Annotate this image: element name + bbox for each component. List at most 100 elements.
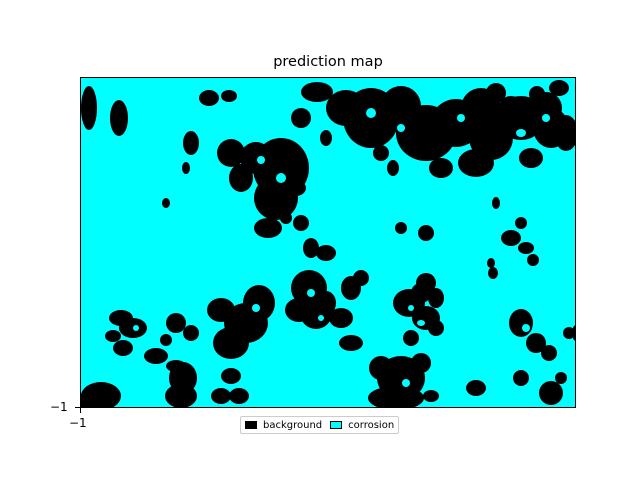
background-region (368, 386, 424, 407)
corrosion-region (252, 304, 260, 312)
background-region (144, 348, 168, 364)
background-region (183, 131, 199, 155)
background-region (221, 90, 237, 102)
background-region (554, 115, 575, 151)
background-region (329, 308, 353, 328)
legend-item-background: background (245, 420, 322, 431)
background-region (416, 273, 436, 293)
background-region (105, 330, 121, 342)
background-region (518, 242, 534, 254)
background-region (526, 333, 546, 353)
corrosion-region (516, 129, 526, 137)
corrosion-region (408, 305, 414, 311)
background-region (572, 325, 575, 341)
corrosion-region (522, 324, 530, 332)
background-region (217, 139, 245, 167)
background-region (541, 345, 557, 361)
legend-swatch-corrosion (330, 421, 343, 429)
background-region (428, 320, 444, 336)
corrosion-region (542, 114, 550, 122)
background-region (316, 245, 336, 261)
background-region (515, 217, 527, 229)
background-region (166, 313, 186, 333)
background-region (339, 335, 363, 351)
background-region (199, 90, 219, 106)
legend-label-corrosion: corrosion (348, 419, 395, 431)
background-region (213, 327, 249, 359)
corrosion-region (397, 124, 405, 132)
background-region (211, 388, 231, 404)
background-region (539, 381, 563, 405)
legend-label-background: background (263, 419, 323, 431)
background-region (509, 309, 533, 337)
background-region (513, 370, 529, 386)
background-region (418, 225, 434, 241)
background-region (563, 327, 575, 339)
background-region (499, 96, 523, 120)
background-region (411, 353, 431, 373)
background-region (109, 310, 133, 326)
background-region (286, 180, 306, 196)
x-tick-label: −1 (69, 416, 87, 430)
background-region (488, 267, 498, 279)
background-region (326, 90, 366, 126)
background-region (162, 198, 170, 208)
corrosion-region (133, 325, 139, 331)
background-region (293, 215, 309, 231)
background-region (113, 340, 133, 356)
background-region (529, 86, 545, 102)
corrosion-region (276, 173, 286, 183)
background-region (519, 148, 543, 168)
background-regions (81, 80, 575, 407)
background-region (555, 372, 567, 384)
background-region (549, 80, 569, 96)
background-region (81, 86, 97, 130)
background-region (501, 230, 521, 246)
background-region (320, 130, 332, 146)
background-region (428, 288, 444, 308)
corrosion-region (318, 315, 324, 321)
background-region (395, 222, 407, 234)
background-region (81, 398, 91, 407)
corrosion-region (307, 289, 315, 297)
y-tick-label: −1 (50, 400, 68, 414)
corrosion-region (417, 320, 425, 326)
background-region (207, 298, 235, 322)
background-region (229, 164, 253, 192)
background-region (353, 270, 369, 286)
background-region (280, 212, 292, 224)
background-region (183, 325, 199, 341)
background-region (458, 149, 494, 177)
background-region (110, 100, 128, 136)
background-region (492, 197, 500, 209)
background-region (369, 356, 393, 380)
corrosion-region (366, 108, 376, 118)
background-region (301, 82, 333, 102)
background-region (423, 390, 439, 402)
background-region (182, 162, 190, 174)
background-region (303, 238, 319, 258)
background-region (527, 254, 539, 266)
background-region (285, 298, 313, 322)
corrosion-region (257, 156, 265, 164)
background-region (229, 388, 249, 404)
corrosion-region (457, 114, 465, 122)
background-region (486, 83, 506, 103)
background-region (291, 108, 311, 128)
corrosion-region (402, 379, 410, 387)
y-tick-mark (75, 407, 80, 408)
chart-title: prediction map (273, 54, 383, 70)
background-region (316, 291, 336, 315)
legend: background corrosion (240, 416, 400, 434)
background-region (254, 218, 282, 238)
background-region (487, 258, 495, 268)
background-region (387, 160, 399, 176)
prediction-map-image (81, 78, 575, 407)
legend-swatch-background (245, 421, 257, 429)
background-region (160, 334, 172, 346)
background-region (165, 384, 197, 407)
prediction-map-plot-area (80, 77, 576, 408)
x-tick-mark (80, 408, 81, 413)
background-region (221, 368, 241, 384)
background-region (240, 142, 272, 174)
